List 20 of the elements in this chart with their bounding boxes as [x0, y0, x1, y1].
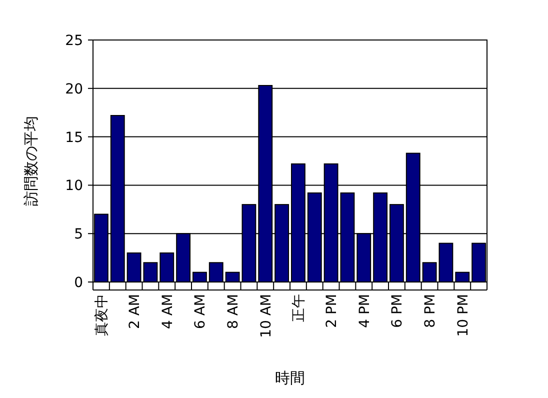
y-tick-label: 25 [65, 33, 83, 49]
x-tick-label: 2 PM [324, 294, 340, 328]
x-tick-label: 4 AM [160, 294, 176, 330]
x-tick-label: 8 PM [422, 294, 439, 328]
y-axis-title: 訪問数の平均 [22, 116, 40, 206]
x-tick-label: 8 AM [226, 294, 242, 330]
x-tick-label: 10 AM [258, 294, 274, 338]
x-tick-label: 6 PM [390, 294, 406, 328]
y-tick-label: 10 [65, 178, 83, 194]
x-tick-label: 6 AM [192, 294, 209, 330]
x-tick-label: 4 PM [356, 294, 373, 328]
x-tick-label: 真夜中 [94, 294, 110, 336]
x-tick-label: 2 AM [127, 294, 144, 330]
x-axis-title: 時間 [275, 369, 305, 387]
x-tick-label: 正午 [291, 294, 308, 322]
x-tick-label: 10 PM [455, 294, 472, 337]
y-tick-label: 0 [74, 275, 83, 291]
y-tick-label: 20 [65, 81, 83, 98]
y-tick-label: 5 [74, 226, 83, 243]
y-tick-label: 15 [65, 130, 83, 146]
